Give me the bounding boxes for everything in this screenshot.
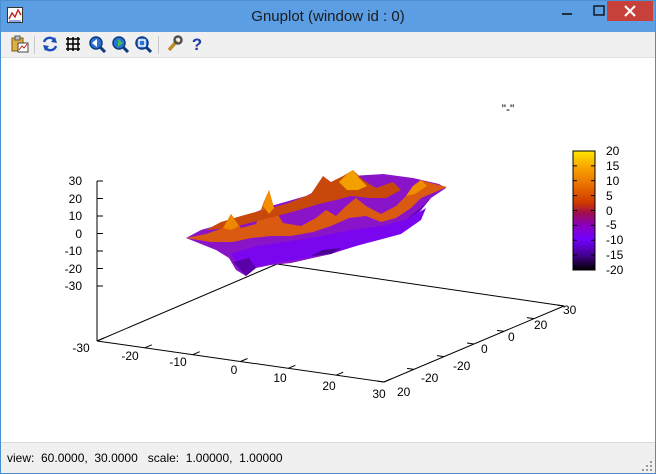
- z-tick-label: 30: [69, 174, 83, 188]
- z-tick-label: -20: [65, 262, 83, 276]
- y-tick-mark: [466, 342, 475, 345]
- help-icon[interactable]: ?: [188, 35, 206, 53]
- y-tick-mark: [436, 355, 445, 358]
- y-tick-label: 30: [563, 303, 577, 317]
- replot-icon[interactable]: [41, 35, 59, 53]
- toolbar-separator: [34, 36, 35, 54]
- copy-to-clipboard-icon[interactable]: [11, 35, 29, 53]
- toolbar-separator: [158, 36, 159, 54]
- colorbar-tick-label: 10: [606, 174, 620, 188]
- zoom-next-icon[interactable]: [111, 35, 129, 53]
- x-tick-label: 10: [273, 371, 287, 385]
- y-tick-mark: [496, 329, 505, 332]
- x-tick-mark: [240, 358, 248, 362]
- grid-toggle-icon[interactable]: [64, 35, 82, 53]
- colorbar-tick-label: -20: [606, 263, 624, 277]
- surface-violet-band: [231, 208, 426, 270]
- close-icon: [624, 5, 636, 17]
- status-view-scale: view: 60.0000, 30.0000 scale: 1.00000, 1…: [7, 451, 283, 465]
- y-tick-label: -20: [453, 359, 471, 373]
- colorbar-tick-label: -15: [606, 248, 624, 262]
- y-tick-label: -20: [421, 371, 439, 385]
- y-tick-label: 0: [481, 342, 488, 356]
- z-tick-label: 10: [69, 209, 83, 223]
- colorbar-tick-labels: 20 15 10 5 0 -5 -10 -15 -20: [606, 144, 624, 277]
- legend-key-label: "-": [502, 102, 515, 116]
- maximize-button[interactable]: [583, 1, 615, 21]
- window-title: Gnuplot (window id : 0): [251, 8, 405, 25]
- surface-peak: [263, 190, 274, 214]
- surface-shadow: [311, 248, 341, 256]
- plot-area[interactable]: "-" 20 15 10 5 0 -5 -10 -15 -20: [1, 58, 655, 442]
- surface-front-ridge: [186, 180, 447, 242]
- x-tick-label: 30: [372, 387, 386, 401]
- axis-tick-marks: [96, 180, 565, 383]
- y-tick-labels: -20 0 20 30 0 -20 20: [397, 303, 577, 399]
- x-tick-mark: [144, 344, 153, 349]
- toolbar: ?: [1, 32, 655, 58]
- surface-plot: "-" 20 15 10 5 0 -5 -10 -15 -20: [65, 102, 624, 401]
- colorbar-tick-label: 20: [606, 144, 620, 158]
- z-tick-label: 0: [75, 227, 82, 241]
- colorbar-tick-label: -5: [606, 218, 617, 232]
- surface-peak: [339, 170, 367, 190]
- y-tick-mark: [376, 380, 385, 383]
- zoom-previous-icon[interactable]: [88, 35, 106, 53]
- x-tick-label: -10: [169, 355, 187, 369]
- surface-peak: [406, 180, 427, 196]
- close-button[interactable]: [607, 1, 653, 21]
- svg-text:?: ?: [192, 35, 202, 53]
- surface-shadow: [233, 258, 256, 276]
- surface-peak: [223, 214, 239, 230]
- colorbar-tick-marks: [573, 150, 595, 271]
- options-wrench-icon[interactable]: [165, 35, 183, 53]
- back-right-edge: [276, 263, 565, 307]
- z-tick-labels: 30 20 10 0 -10 -20 -30: [65, 174, 83, 293]
- y-tick-label: 20: [397, 385, 411, 399]
- z-tick-label: -30: [65, 279, 83, 293]
- y-tick-label: 0: [508, 330, 515, 344]
- status-bar: view: 60.0000, 30.0000 scale: 1.00000, 1…: [1, 442, 655, 473]
- surface-mesh: [186, 170, 447, 276]
- z-tick-label: 20: [69, 192, 83, 206]
- title-bar[interactable]: Gnuplot (window id : 0): [1, 1, 655, 32]
- x-tick-label: 20: [322, 379, 336, 393]
- x-tick-labels: -30 -20 -10 0 10 20 30: [72, 341, 386, 401]
- unzoom-icon[interactable]: [134, 35, 152, 53]
- maximize-icon: [593, 5, 605, 16]
- x-tick-mark: [335, 371, 344, 376]
- x-tick-label: -30: [72, 341, 90, 355]
- y-tick-label: 20: [534, 318, 548, 332]
- minimize-button[interactable]: [551, 1, 583, 21]
- x-tick-mark: [383, 378, 392, 383]
- x-tick-mark: [96, 337, 105, 342]
- minimize-icon: [562, 13, 572, 15]
- gnuplot-app-icon[interactable]: [7, 7, 23, 23]
- z-tick-label: -10: [65, 244, 83, 258]
- colorbar-tick-label: 0: [606, 204, 613, 218]
- colorbar-tick-label: 15: [606, 159, 620, 173]
- colorbar-tick-label: 5: [606, 189, 613, 203]
- resize-grip-icon[interactable]: [641, 460, 653, 472]
- x-tick-label: -20: [121, 349, 139, 363]
- y-tick-mark: [406, 367, 415, 370]
- y-tick-mark: [526, 317, 535, 320]
- back-left-edge: [96, 263, 278, 342]
- x-tick-label: 0: [231, 363, 238, 377]
- x-tick-mark: [288, 364, 296, 369]
- colorbar-tick-label: -10: [606, 233, 624, 247]
- x-tick-mark: [192, 351, 200, 356]
- y-tick-mark: [556, 304, 565, 307]
